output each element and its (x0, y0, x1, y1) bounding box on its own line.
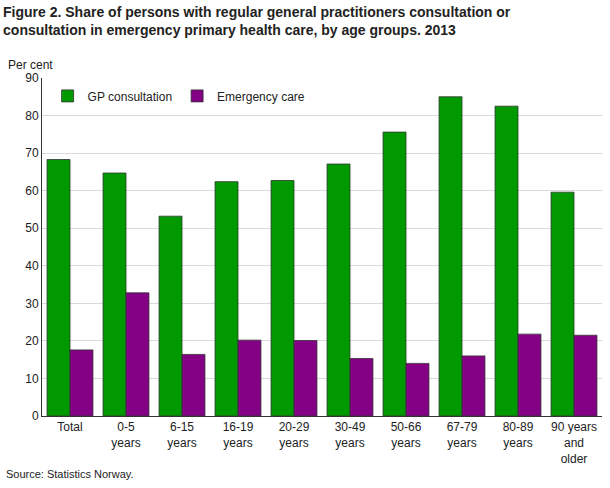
svg-text:70: 70 (25, 146, 39, 160)
svg-text:90: 90 (25, 71, 39, 85)
svg-text:0-5years: 0-5years (111, 420, 140, 450)
svg-text:67-79years: 67-79years (447, 420, 478, 450)
svg-text:Figure 2. Share of persons wit: Figure 2. Share of persons with regular … (3, 4, 511, 38)
svg-text:50: 50 (25, 221, 39, 235)
svg-text:80: 80 (25, 109, 39, 123)
svg-text:Per cent: Per cent (8, 58, 53, 72)
svg-text:50-66years: 50-66years (391, 420, 422, 450)
svg-text:60: 60 (25, 184, 39, 198)
svg-text:90 yearsandolder: 90 yearsandolder (551, 420, 597, 465)
svg-text:Emergency care: Emergency care (217, 90, 305, 104)
svg-text:10: 10 (25, 372, 39, 386)
svg-text:30: 30 (25, 297, 39, 311)
svg-text:20: 20 (25, 334, 39, 348)
svg-text:80-89years: 80-89years (503, 420, 534, 450)
svg-text:40: 40 (25, 259, 39, 273)
svg-text:Total: Total (57, 420, 82, 434)
svg-text:20-29years: 20-29years (279, 420, 310, 450)
svg-text:6-15years: 6-15years (167, 420, 196, 450)
svg-text:Source: Statistics Norway.: Source: Statistics Norway. (6, 468, 134, 480)
svg-text:GP consultation: GP consultation (88, 90, 173, 104)
svg-text:16-19years: 16-19years (223, 420, 254, 450)
svg-text:30-49years: 30-49years (335, 420, 366, 450)
svg-text:0: 0 (32, 409, 39, 423)
